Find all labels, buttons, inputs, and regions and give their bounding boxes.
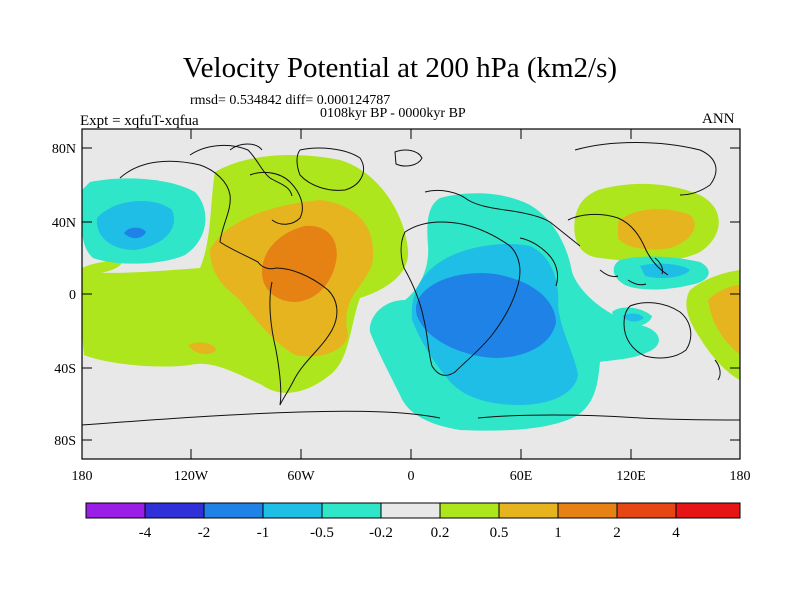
colorbar-label-3: -0.5 bbox=[310, 525, 334, 541]
colorbar-box-1 bbox=[144, 502, 205, 519]
colorbar-box-0 bbox=[85, 502, 146, 519]
colorbar-box-2 bbox=[203, 502, 264, 519]
colorbar-box-9 bbox=[616, 502, 677, 519]
contour-neg-mid-northpacific bbox=[96, 200, 175, 250]
lat-label-40n: 40N bbox=[52, 216, 76, 231]
period-line: 0108kyr BP - 0000kyr BP bbox=[320, 106, 466, 121]
contour-neg-mid-australia bbox=[622, 313, 644, 322]
lon-axis bbox=[190, 129, 632, 459]
lat-label-40s: 40S bbox=[54, 362, 76, 377]
colorbar-label-6: 0.5 bbox=[490, 525, 509, 541]
contour-pos-mid-southpacific bbox=[188, 342, 216, 355]
stats-line: rmsd= 0.534842 diff= 0.000124787 bbox=[190, 93, 391, 108]
lon-label-180e: 180 bbox=[730, 469, 751, 484]
contour-pos-mid-westpacific bbox=[618, 209, 695, 250]
colorbar-label-0: -4 bbox=[139, 525, 152, 541]
lat-label-80n: 80N bbox=[52, 142, 76, 157]
contour-neg-mid-maritime bbox=[640, 263, 690, 278]
lon-label-120e: 120E bbox=[616, 469, 646, 484]
lat-label-0: 0 bbox=[69, 288, 76, 303]
colorbar-box-6 bbox=[439, 502, 500, 519]
lon-label-60w: 60W bbox=[287, 469, 315, 484]
contour-pos-mid-southwestpacific bbox=[708, 285, 740, 355]
colorbar-label-8: 2 bbox=[613, 525, 621, 541]
colorbar-box-4 bbox=[321, 502, 382, 519]
lat-axis bbox=[82, 147, 740, 441]
map-title: Velocity Potential at 200 hPa (km2/s) bbox=[182, 52, 618, 84]
experiment-label: Expt = xqfuT-xqfua bbox=[80, 113, 199, 129]
lon-label-60e: 60E bbox=[510, 469, 533, 484]
contour-pos-weak-pacific-edge bbox=[82, 261, 122, 276]
colorbar-label-7: 1 bbox=[554, 525, 562, 541]
colorbar-label-2: -1 bbox=[257, 525, 270, 541]
colorbar-box-8 bbox=[557, 502, 618, 519]
colorbar-label-4: -0.2 bbox=[369, 525, 393, 541]
colorbar-box-7 bbox=[498, 502, 559, 519]
colorbar-box-10 bbox=[675, 502, 741, 519]
contour-neg-strong-indian bbox=[415, 273, 556, 358]
colorbar-box-3 bbox=[262, 502, 323, 519]
lon-label-120w: 120W bbox=[174, 469, 209, 484]
season-label: ANN bbox=[702, 111, 735, 127]
colorbar-label-9: 4 bbox=[672, 525, 680, 541]
colorbar bbox=[85, 502, 741, 519]
lat-label-80s: 80S bbox=[54, 434, 76, 449]
lon-label-180w: 180 bbox=[72, 469, 93, 484]
coastlines bbox=[82, 142, 740, 426]
contour-neg-strong-northpacific bbox=[124, 227, 146, 239]
lon-label-0: 0 bbox=[408, 469, 415, 484]
colorbar-box-5 bbox=[380, 502, 441, 519]
colorbar-label-1: -2 bbox=[198, 525, 211, 541]
map-panel bbox=[82, 129, 740, 459]
colorbar-label-5: 0.2 bbox=[431, 525, 450, 541]
